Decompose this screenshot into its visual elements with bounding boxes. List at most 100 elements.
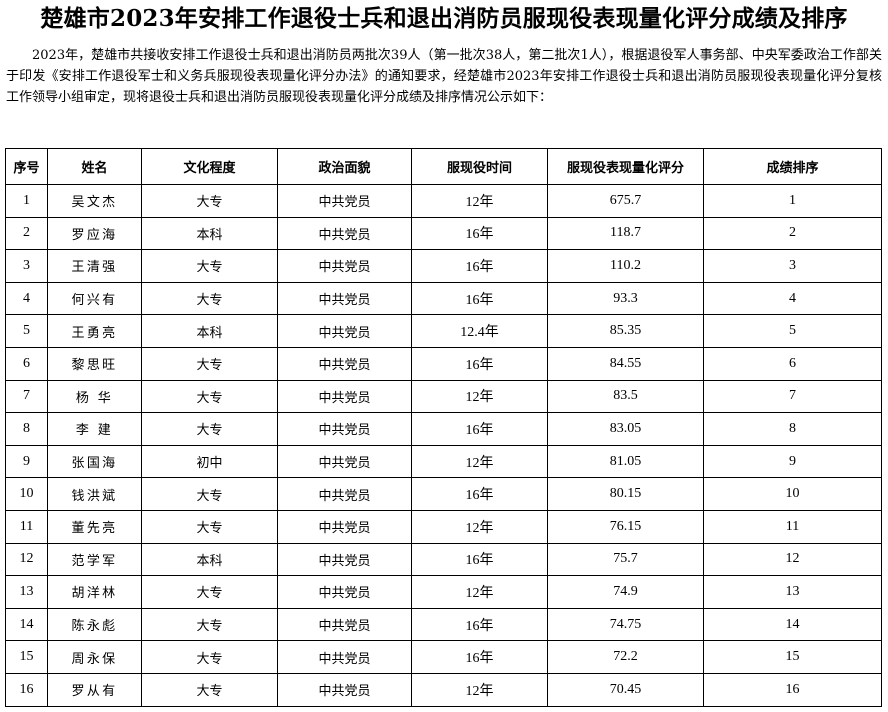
cell-index: 13 [5, 575, 48, 609]
cell-rank: 8 [703, 412, 882, 446]
cell-name: 王勇亮 [47, 314, 142, 348]
cell-education: 大专 [141, 640, 278, 674]
cell-political-status: 中共党员 [277, 216, 412, 251]
cell-name: 何兴有 [47, 281, 142, 316]
header-score: 服现役表现量化评分 [547, 148, 704, 185]
cell-education: 本科 [141, 216, 278, 251]
cell-education: 大专 [141, 379, 278, 414]
cell-education: 大专 [141, 281, 278, 316]
cell-political-status: 中共党员 [277, 184, 412, 218]
cell-name: 董先亮 [47, 509, 142, 544]
cell-political-status: 中共党员 [277, 640, 412, 674]
cell-service-time: 16年 [411, 607, 548, 642]
cell-political-status: 中共党员 [277, 509, 412, 544]
cell-index: 7 [5, 379, 48, 414]
cell-service-time: 12.4年 [411, 314, 548, 348]
table-row: 11 董先亮 大专 中共党员 12年 76.15 11 [5, 509, 882, 544]
cell-index: 9 [5, 444, 48, 479]
cell-index: 5 [5, 314, 48, 348]
cell-index: 10 [5, 477, 48, 511]
cell-education: 大专 [141, 184, 278, 218]
intro-paragraph: 2023年，楚雄市共接收安排工作退役士兵和退出消防员两批次39人（第一批次38人… [6, 48, 882, 105]
cell-index: 12 [5, 542, 48, 577]
cell-education: 大专 [141, 509, 278, 544]
cell-political-status: 中共党员 [277, 672, 412, 707]
cell-service-time: 12年 [411, 575, 548, 609]
cell-score: 72.2 [547, 640, 704, 674]
table-body: 1 吴文杰 大专 中共党员 12年 675.7 1 2 罗应海 本科 中共党员 16年 118.7 2 3 王… [5, 184, 882, 707]
cell-score: 118.7 [547, 216, 704, 251]
table-row: 16 罗从有 大专 中共党员 12年 70.45 16 [5, 672, 882, 707]
cell-score: 74.9 [547, 575, 704, 609]
cell-name: 黎思旺 [47, 346, 142, 381]
cell-political-status: 中共党员 [277, 412, 412, 446]
cell-score: 675.7 [547, 184, 704, 218]
cell-education: 初中 [141, 444, 278, 479]
cell-rank: 6 [703, 346, 882, 381]
cell-rank: 14 [703, 607, 882, 642]
header-rank: 成绩排序 [703, 148, 882, 185]
cell-name: 周永保 [47, 640, 142, 674]
table-row: 14 陈永彪 大专 中共党员 16年 74.75 14 [5, 607, 882, 642]
cell-political-status: 中共党员 [277, 477, 412, 511]
table-header-row: 序号 姓名 文化程度 政治面貌 服现役时间 服现役表现量化评分 成绩排序 [5, 148, 882, 185]
cell-service-time: 12年 [411, 444, 548, 479]
cell-education: 大专 [141, 607, 278, 642]
cell-rank: 3 [703, 249, 882, 283]
cell-rank: 1 [703, 184, 882, 218]
header-name: 姓名 [47, 148, 142, 185]
cell-name: 罗从有 [47, 672, 142, 707]
cell-rank: 7 [703, 379, 882, 414]
cell-index: 4 [5, 281, 48, 316]
cell-name: 罗应海 [47, 216, 142, 251]
cell-service-time: 16年 [411, 477, 548, 511]
cell-service-time: 16年 [411, 216, 548, 251]
cell-score: 81.05 [547, 444, 704, 479]
cell-education: 大专 [141, 346, 278, 381]
table-row: 6 黎思旺 大专 中共党员 16年 84.55 6 [5, 346, 882, 381]
cell-education: 大专 [141, 412, 278, 446]
cell-political-status: 中共党员 [277, 249, 412, 283]
cell-score: 83.05 [547, 412, 704, 446]
table-row: 15 周永保 大专 中共党员 16年 72.2 15 [5, 640, 882, 674]
cell-education: 大专 [141, 575, 278, 609]
cell-education: 大专 [141, 672, 278, 707]
cell-name: 胡洋林 [47, 575, 142, 609]
table-row: 4 何兴有 大专 中共党员 16年 93.3 4 [5, 281, 882, 316]
table-row: 10 钱洪斌 大专 中共党员 16年 80.15 10 [5, 477, 882, 511]
cell-score: 85.35 [547, 314, 704, 348]
cell-rank: 15 [703, 640, 882, 674]
cell-political-status: 中共党员 [277, 575, 412, 609]
cell-rank: 12 [703, 542, 882, 577]
cell-rank: 11 [703, 509, 882, 544]
table-row: 12 范学军 本科 中共党员 16年 75.7 12 [5, 542, 882, 577]
cell-political-status: 中共党员 [277, 314, 412, 348]
table-row: 2 罗应海 本科 中共党员 16年 118.7 2 [5, 216, 882, 251]
cell-index: 2 [5, 216, 48, 251]
cell-score: 74.75 [547, 607, 704, 642]
cell-index: 14 [5, 607, 48, 642]
cell-index: 3 [5, 249, 48, 283]
score-table: 序号 姓名 文化程度 政治面貌 服现役时间 服现役表现量化评分 成绩排序 1 吴文… [5, 148, 882, 707]
cell-score: 110.2 [547, 249, 704, 283]
cell-service-time: 16年 [411, 281, 548, 316]
cell-name: 李 建 [47, 412, 142, 446]
cell-rank: 4 [703, 281, 882, 316]
cell-service-time: 16年 [411, 346, 548, 381]
table-row: 13 胡洋林 大专 中共党员 12年 74.9 13 [5, 575, 882, 609]
cell-service-time: 12年 [411, 184, 548, 218]
cell-political-status: 中共党员 [277, 607, 412, 642]
cell-rank: 9 [703, 444, 882, 479]
header-education: 文化程度 [141, 148, 278, 185]
cell-service-time: 12年 [411, 509, 548, 544]
cell-index: 15 [5, 640, 48, 674]
cell-political-status: 中共党员 [277, 346, 412, 381]
cell-service-time: 12年 [411, 379, 548, 414]
cell-name: 杨 华 [47, 379, 142, 414]
cell-score: 70.45 [547, 672, 704, 707]
cell-name: 吴文杰 [47, 184, 142, 218]
cell-name: 钱洪斌 [47, 477, 142, 511]
